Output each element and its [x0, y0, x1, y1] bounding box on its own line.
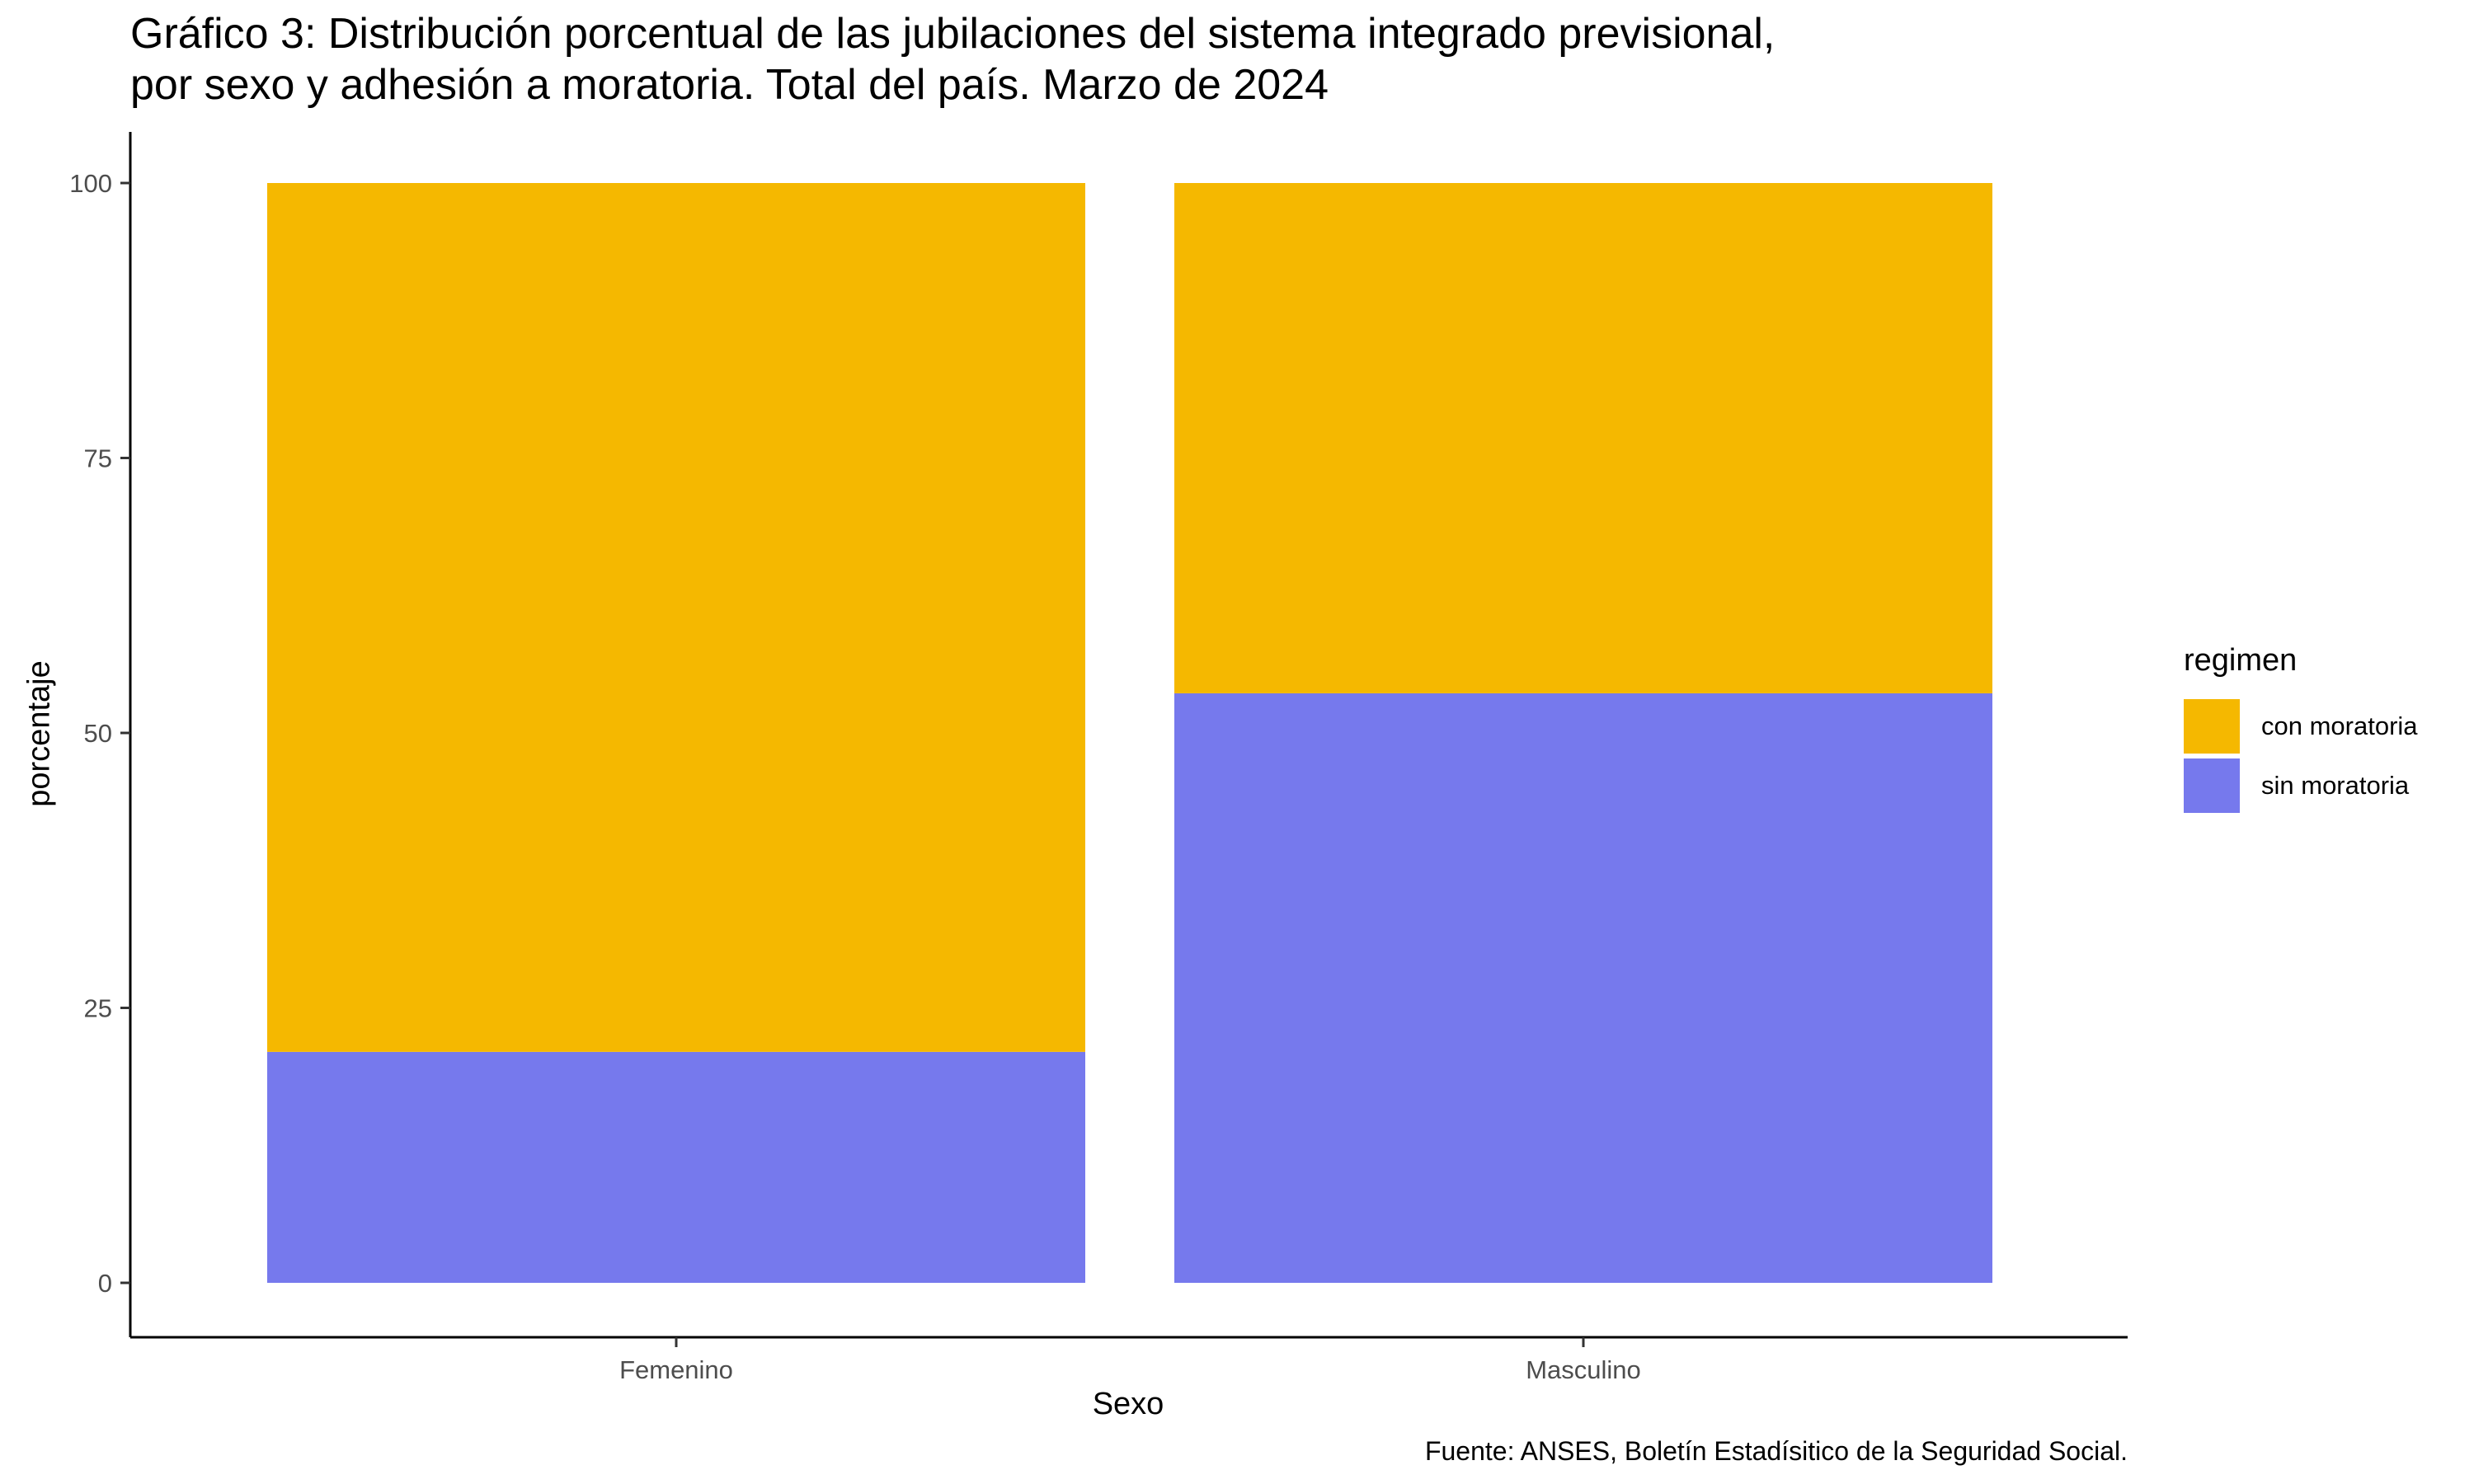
- source-caption: Fuente: ANSES, Boletín Estadísitico de l…: [1424, 1436, 2128, 1466]
- legend-item-sin-moratoria: sin moratoria: [2184, 756, 2418, 815]
- y-axis-title: porcentaje: [21, 660, 57, 807]
- chart-title: Gráfico 3: Distribución porcentual de la…: [130, 8, 2357, 110]
- x-tick-label: Masculino: [1526, 1355, 1641, 1384]
- bar-femenino-sin-moratoria: [267, 1051, 1085, 1283]
- x-axis-title: Sexo: [1092, 1387, 1164, 1421]
- y-tick-label: 0: [98, 1269, 112, 1298]
- legend: regimen con moratoria sin moratoria: [2184, 643, 2418, 815]
- bar-masculino-sin-moratoria: [1174, 693, 1992, 1283]
- y-tick-label: 50: [84, 719, 112, 748]
- legend-swatch-sin-moratoria: [2184, 758, 2240, 813]
- y-tick-label: 75: [84, 444, 112, 473]
- legend-title: regimen: [2184, 643, 2298, 678]
- chart-title-line-1: Gráfico 3: Distribución porcentual de la…: [130, 10, 1776, 58]
- x-tick-label: Femenino: [619, 1355, 733, 1384]
- chart-title-line-2: por sexo y adhesión a moratoria. Total d…: [130, 61, 1329, 109]
- bar-femenino-con-moratoria: [267, 183, 1085, 1052]
- legend-label-con-moratoria: con moratoria: [2261, 711, 2418, 740]
- legend-label-sin-moratoria: sin moratoria: [2261, 771, 2410, 800]
- legend-item-con-moratoria: con moratoria: [2184, 697, 2418, 756]
- legend-swatch-con-moratoria: [2184, 699, 2240, 754]
- y-tick-label: 100: [69, 169, 112, 198]
- bar-masculino-con-moratoria: [1174, 183, 1992, 693]
- y-tick-label: 25: [84, 994, 112, 1023]
